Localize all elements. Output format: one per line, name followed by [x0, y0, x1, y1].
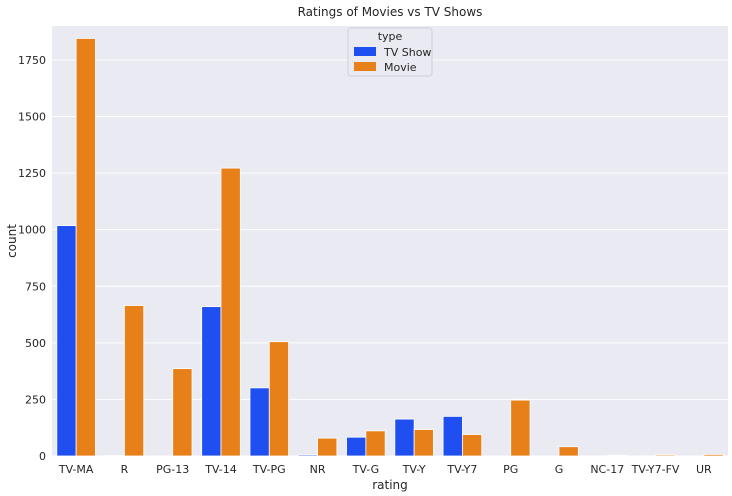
y-tick-label: 0: [39, 450, 46, 463]
legend-label-tv-show: TV Show: [383, 46, 431, 59]
y-tick-label: 1500: [18, 111, 46, 124]
x-tick-label: PG: [503, 463, 518, 476]
legend-title: type: [378, 30, 403, 43]
x-tick-label: TV-Y: [402, 463, 426, 476]
legend-label-movie: Movie: [384, 61, 417, 74]
y-tick-label: 500: [25, 337, 46, 350]
x-tick-label: TV-14: [204, 463, 237, 476]
y-tick-label: 1000: [18, 224, 46, 237]
bar-movie-tv-y: [413, 429, 434, 457]
bar-movie-tv-14: [220, 167, 241, 457]
bar-movie-tv-ma: [75, 38, 96, 457]
x-tick-label: TV-G: [352, 463, 380, 476]
bar-tv-show-tv-y7: [442, 415, 463, 457]
bar-movie-tv-y7: [462, 434, 483, 457]
y-tick-label: 1750: [18, 54, 46, 67]
bar-movie-nc-17: [606, 454, 627, 457]
x-tick-label: TV-PG: [252, 463, 286, 476]
y-tick-label: 250: [25, 393, 46, 406]
x-tick-label: R: [121, 463, 129, 476]
y-tick-label: 750: [25, 280, 46, 293]
x-tick-labels: TV-MA R PG-13 TV-14 TV-PG NR TV-G TV-Y TV-Y7 PG G N…: [58, 463, 712, 476]
x-tick-label: UR: [696, 463, 712, 476]
bar-movie-pg-13: [172, 368, 193, 457]
bar-movie-tv-pg: [268, 341, 289, 457]
y-axis-label: count: [5, 224, 19, 258]
bar-movie-g: [558, 446, 579, 457]
x-tick-label: NR: [310, 463, 326, 476]
bar-tv-show-tv-y: [394, 418, 415, 457]
y-tick-label: 1250: [18, 167, 46, 180]
chart-title: Ratings of Movies vs TV Shows: [298, 5, 483, 19]
x-axis-label: rating: [372, 478, 408, 492]
bar-tv-show-tv-14: [201, 306, 222, 457]
x-tick-label: NC-17: [590, 463, 624, 476]
x-tick-label: TV-Y7-FV: [631, 463, 680, 476]
bar-tv-show-nr: [297, 454, 318, 457]
legend: type TV Show Movie: [347, 27, 433, 77]
grid-lines: [52, 59, 728, 457]
bar-movie-ur: [703, 454, 724, 457]
bar-tv-show-tv-g: [346, 436, 367, 457]
bar-tv-show-tv-pg: [249, 387, 270, 457]
bar-movie-pg: [510, 399, 531, 457]
x-tick-label: TV-MA: [58, 463, 94, 476]
plot-area: [52, 26, 728, 456]
x-tick-label: G: [555, 463, 564, 476]
bars: [56, 38, 724, 457]
x-tick-label: PG-13: [156, 463, 189, 476]
legend-swatch-movie: [354, 62, 376, 71]
bar-movie-nr: [317, 437, 338, 457]
bar-tv-show-tv-ma: [56, 225, 77, 457]
bar-movie-tv-y7-fv: [655, 454, 676, 457]
x-tick-label: TV-Y7: [446, 463, 477, 476]
legend-swatch-tv-show: [354, 47, 376, 56]
bar-movie-tv-g: [365, 430, 386, 457]
y-tick-labels: 0 250 500 750 1000 1250 1500 1750: [18, 54, 46, 463]
bar-movie-r: [124, 305, 145, 457]
